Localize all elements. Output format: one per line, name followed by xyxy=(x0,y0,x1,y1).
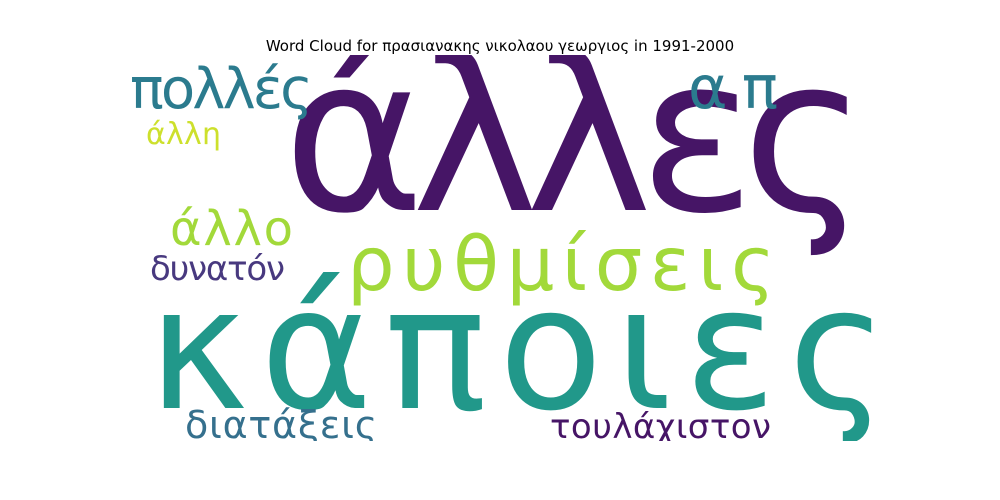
word-7: άλλη xyxy=(146,117,221,152)
word-6: άλλο xyxy=(170,201,293,257)
word-9: διατάξεις xyxy=(185,403,377,447)
word-8: δυνατόν xyxy=(150,249,285,289)
word-2: κάποιες xyxy=(148,251,888,449)
word-1: άλλες xyxy=(283,10,868,261)
word-3: ρυθμίσεις xyxy=(347,220,775,308)
word-10: τουλάχιστον xyxy=(550,407,771,447)
chart-title: Word Cloud for πρασιανακης νικολαου γεωρ… xyxy=(265,37,735,55)
word-4: πολλές xyxy=(130,57,313,122)
